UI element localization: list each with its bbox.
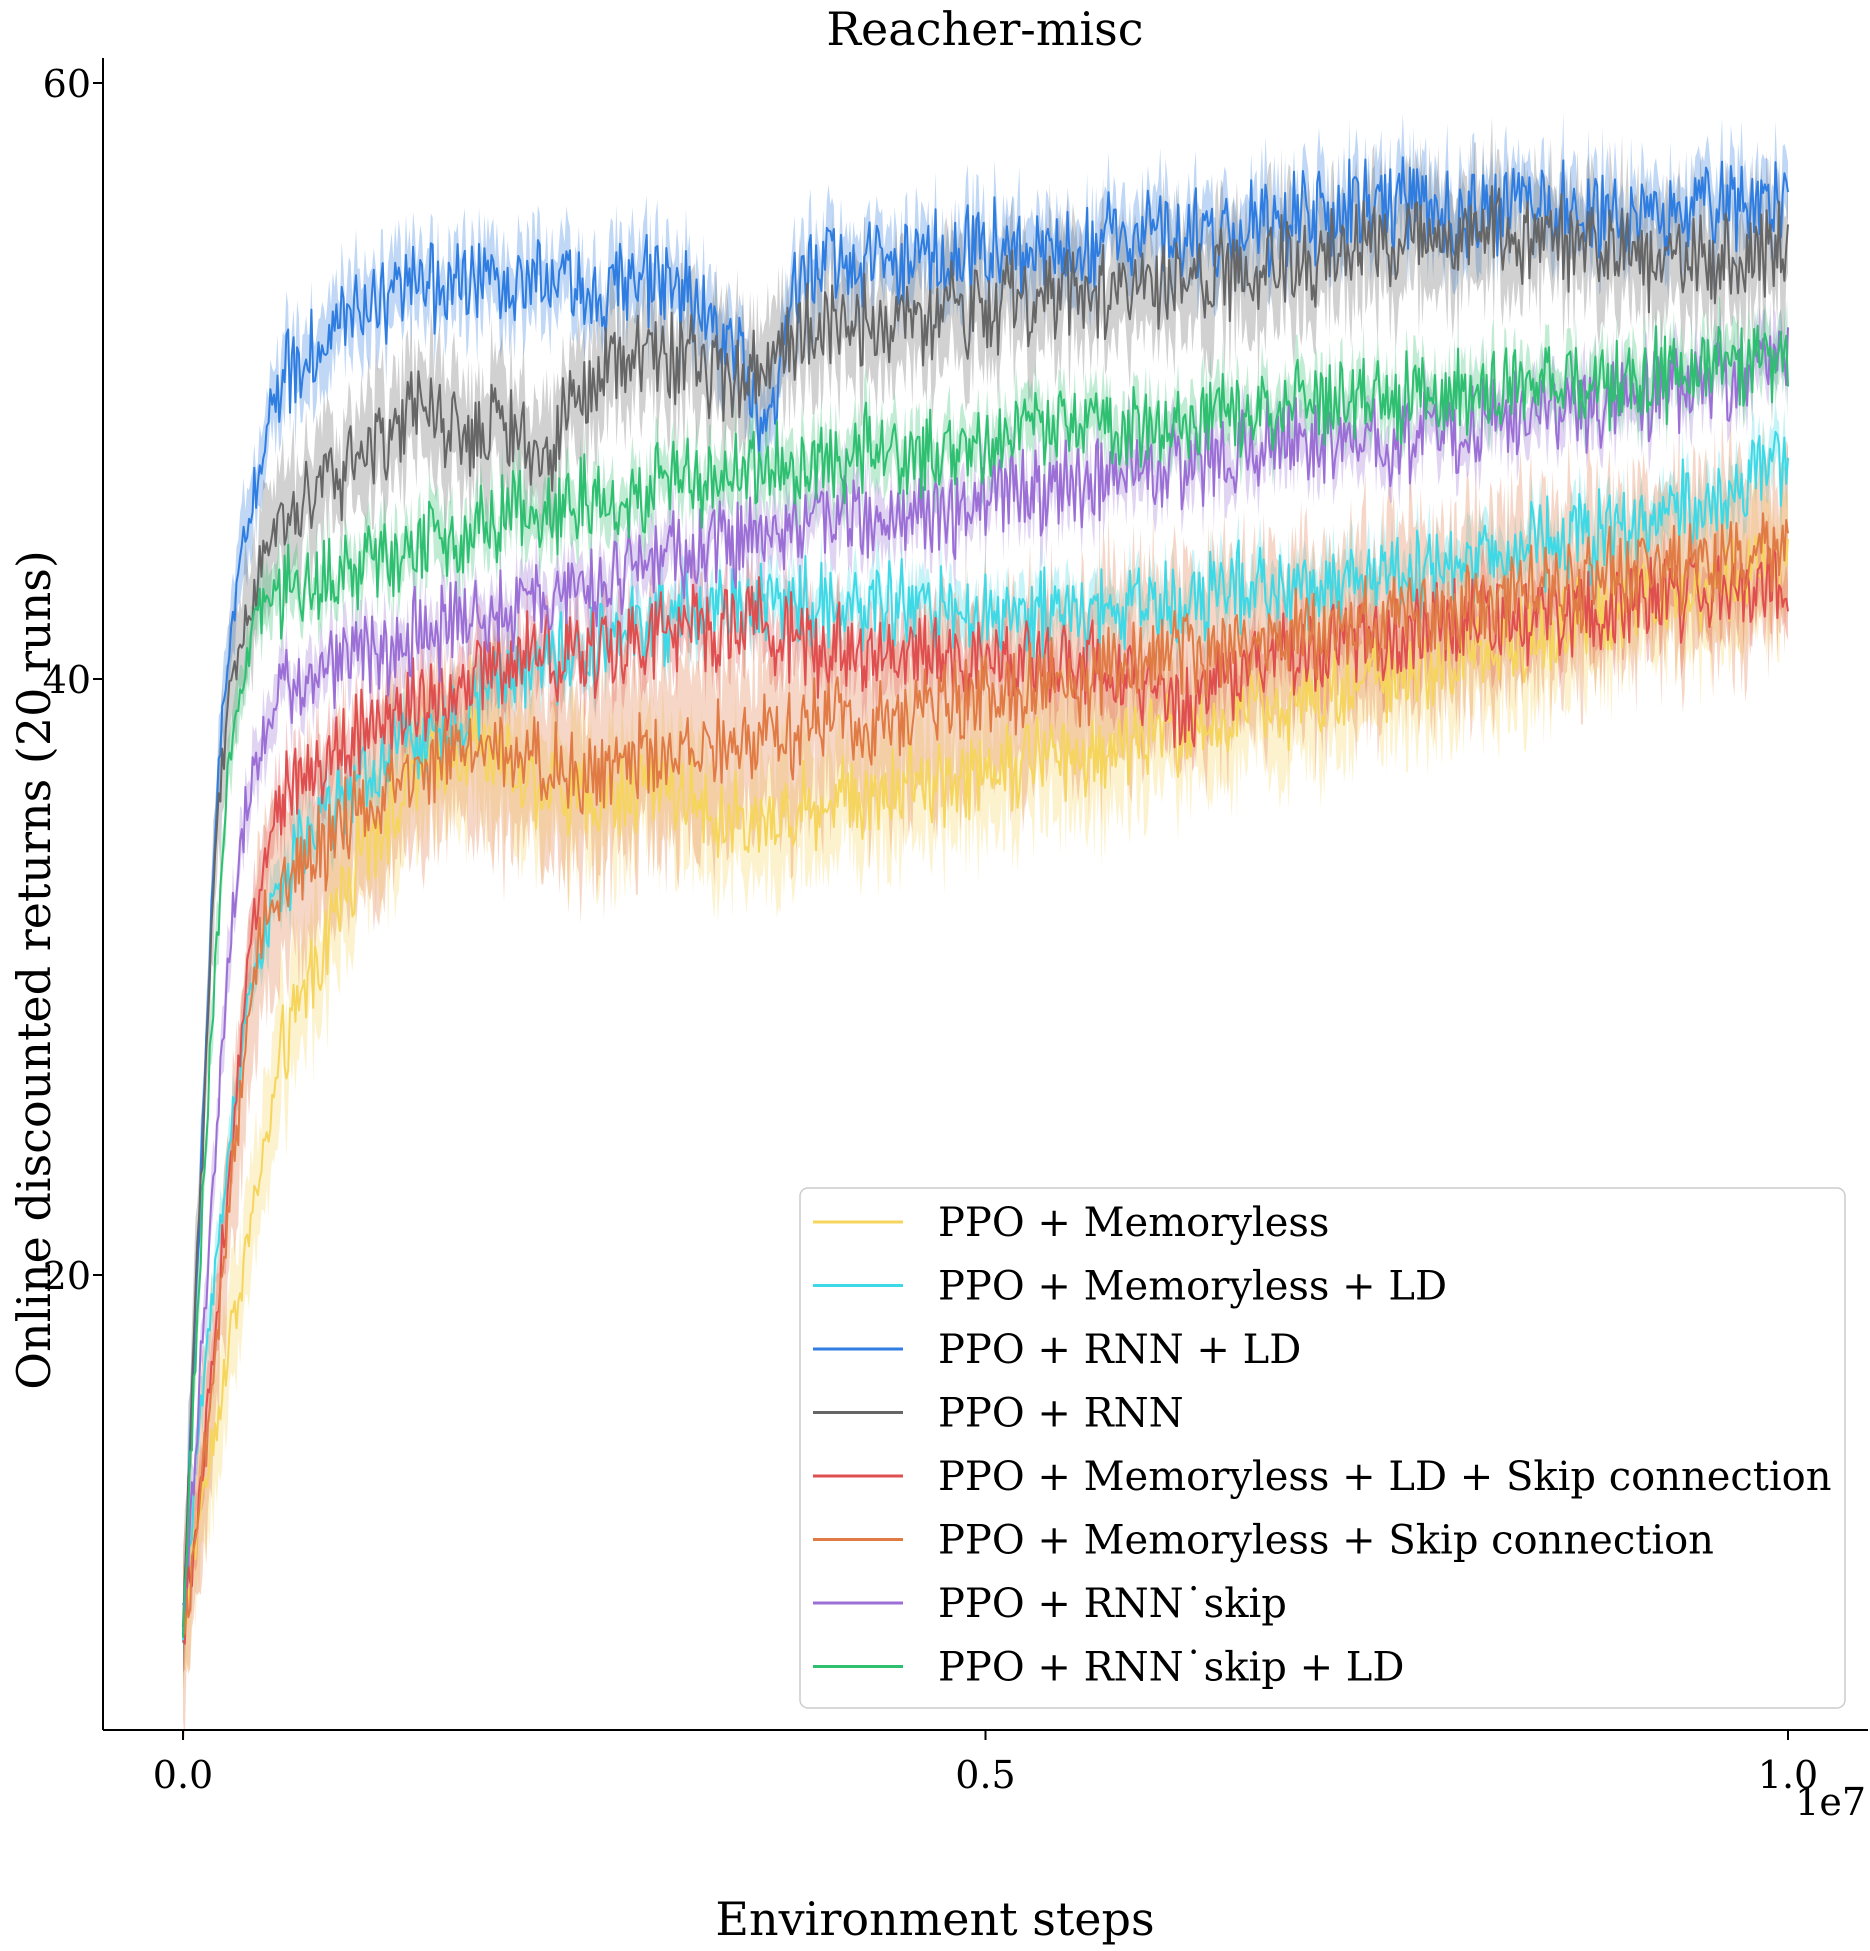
x-tick-label: 0.0	[153, 1753, 213, 1797]
legend-item: PPO + Memoryless	[813, 1200, 1329, 1246]
x-axis-ticks: 0.0 0.5 1.0	[153, 1730, 1818, 1797]
series-band-3	[183, 112, 1788, 1676]
legend-label: PPO + RNN + LD	[938, 1327, 1301, 1373]
x-axis-label: Environment steps	[715, 1892, 1154, 1946]
series-line-7	[182, 327, 1789, 1612]
legend-item: PPO + Memoryless + LD + Skip connection	[813, 1454, 1832, 1500]
series-line-2	[182, 430, 1789, 1644]
legend-item: PPO + Memoryless + Skip connection	[813, 1518, 1714, 1564]
x-tick-label: 1.0	[1758, 1753, 1818, 1797]
legend-item: PPO + Memoryless + LD	[813, 1264, 1447, 1310]
x-tick-label: 0.5	[955, 1753, 1015, 1797]
legend-label: PPO + RNN	[938, 1391, 1184, 1437]
x-offset-label: 1e7	[1795, 1780, 1866, 1824]
y-axis-label: Online discounted returns (20 runs)	[7, 550, 61, 1390]
series-band-6	[183, 412, 1788, 1742]
legend-label: PPO + Memoryless + LD + Skip connection	[938, 1454, 1832, 1500]
y-axis-ticks: 20 40 60	[43, 62, 103, 1298]
legend-label: PPO + RNN˙skip + LD	[938, 1645, 1404, 1691]
legend-label: PPO + Memoryless + Skip connection	[938, 1518, 1714, 1564]
legend-item: PPO + RNN˙skip + LD	[813, 1645, 1404, 1691]
legend-label: PPO + Memoryless + LD	[938, 1264, 1447, 1310]
series-line-6	[182, 512, 1789, 1635]
series-line-8	[182, 324, 1789, 1638]
legend-label: PPO + Memoryless	[938, 1200, 1329, 1246]
legend-item: PPO + RNN˙skip	[813, 1581, 1287, 1627]
y-tick-label: 40	[43, 658, 91, 702]
legend-item: PPO + RNN	[813, 1391, 1184, 1437]
legend-item: PPO + RNN + LD	[813, 1327, 1301, 1373]
legend: PPO + Memoryless PPO + Memoryless + LD PPO…	[799, 1187, 1846, 1709]
series-line-4	[182, 185, 1789, 1628]
legend-box	[799, 1187, 1846, 1709]
chart-title: Reacher-misc	[826, 2, 1143, 56]
legend-label: PPO + RNN˙skip	[938, 1581, 1287, 1627]
series-line-3	[182, 156, 1789, 1636]
series-lines	[182, 156, 1789, 1645]
y-tick-label: 60	[43, 62, 91, 106]
y-tick-label: 20	[43, 1254, 91, 1298]
series-band-7	[183, 297, 1788, 1635]
